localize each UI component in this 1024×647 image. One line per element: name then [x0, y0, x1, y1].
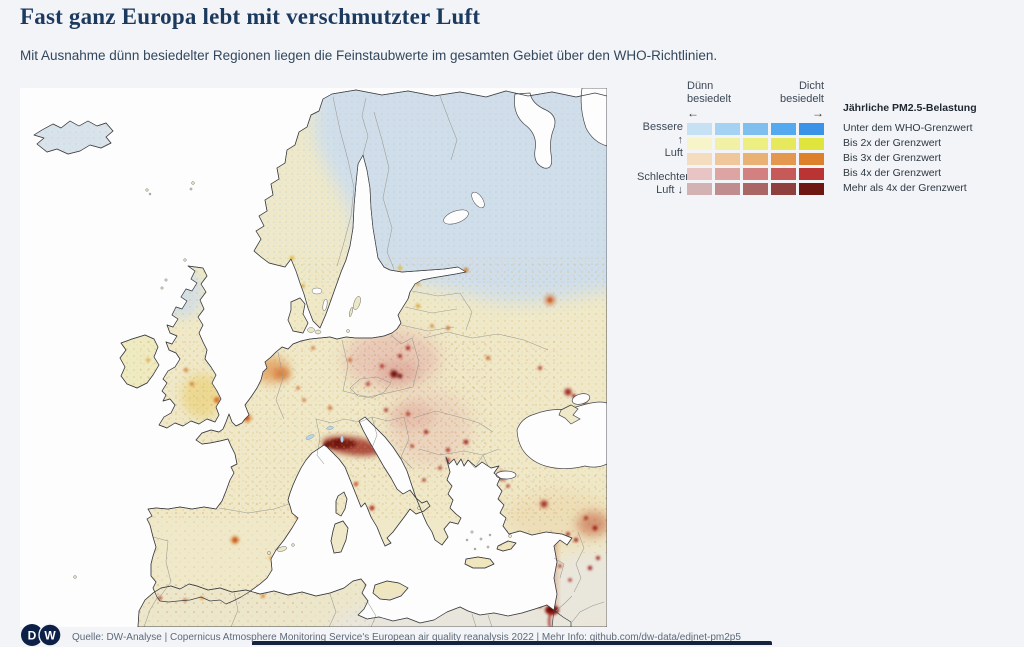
legend-density-high: Dicht besiedelt: [779, 80, 824, 105]
legend-swatch: [687, 168, 712, 180]
legend-swatch: [799, 138, 824, 150]
legend-swatch: [743, 183, 768, 195]
page-title: Fast ganz Europa lebt mit verschmutzter …: [20, 4, 481, 29]
legend-density-low: Dünn besiedelt: [687, 80, 732, 105]
legend: Dünn besiedelt Dicht besiedelt ← → Bessere…: [637, 80, 1019, 212]
legend-swatch: [771, 168, 796, 180]
europe-map: [20, 88, 607, 627]
legend-swatch: [743, 138, 768, 150]
legend-class-label: Unter dem WHO-Grenzwert: [843, 122, 973, 134]
small-islands: [73, 181, 512, 579]
europe-map-svg: [20, 88, 607, 627]
legend-swatch: [715, 153, 740, 165]
legend-swatch: [743, 123, 768, 135]
legend-swatch: [715, 138, 740, 150]
legend-swatch: [771, 153, 796, 165]
country-borders: [143, 95, 605, 627]
legend-class-label: Bis 2x der Grenzwert: [843, 137, 942, 149]
legend-swatch: [799, 153, 824, 165]
legend-swatch: [799, 168, 824, 180]
arrow-left-icon: ←: [687, 106, 699, 120]
legend-swatch: [687, 138, 712, 150]
legend-swatch: [771, 183, 796, 195]
legend-title: Jährliche PM2.5-Belastung: [843, 102, 977, 114]
legend-swatch: [799, 123, 824, 135]
legend-swatch: [771, 123, 796, 135]
legend-color-matrix: [687, 123, 827, 198]
bottom-page-bar: [252, 641, 772, 645]
legend-swatch: [799, 183, 824, 195]
legend-class-label: Bis 4x der Grenzwert: [843, 167, 942, 179]
dw-logo-letter-w: W: [44, 629, 56, 643]
legend-swatch: [715, 168, 740, 180]
legend-worse-air-label: Schlechtere Luft ↓: [637, 171, 696, 196]
legend-swatch: [715, 183, 740, 195]
page-subtitle: Mit Ausnahme dünn besiedelter Regionen l…: [20, 48, 718, 63]
legend-swatch: [743, 153, 768, 165]
legend-swatch: [771, 138, 796, 150]
legend-class-label: Mehr als 4x der Grenzwert: [843, 182, 967, 194]
alpine-lakes: [305, 426, 344, 443]
dw-logo: D W: [21, 623, 62, 647]
legend-swatch: [687, 183, 712, 195]
legend-swatch: [687, 123, 712, 135]
arrow-right-icon: →: [812, 106, 824, 120]
legend-class-label: Bis 3x der Grenzwert: [843, 152, 942, 164]
legend-swatch: [715, 123, 740, 135]
interior-seas: [311, 88, 607, 480]
legend-swatch: [743, 168, 768, 180]
legend-swatch: [687, 153, 712, 165]
dw-logo-letter-d: D: [28, 629, 37, 643]
legend-better-air-label: Bessere ↑ Luft: [642, 121, 683, 159]
source-line: Quelle: DW-Analyse | Copernicus Atmosphe…: [72, 632, 741, 643]
